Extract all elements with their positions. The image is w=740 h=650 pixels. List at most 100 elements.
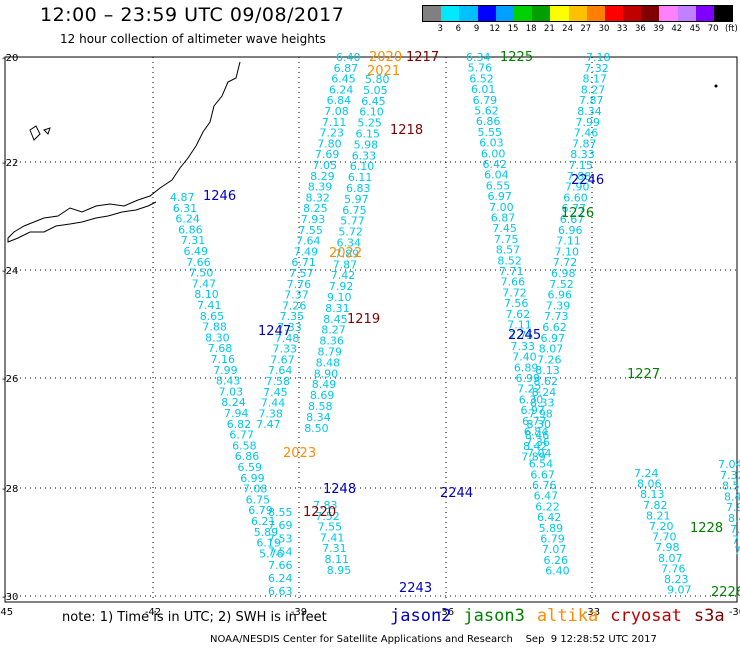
lat-label: -24 (2, 266, 18, 277)
wave-height-value: 8.79 (318, 346, 343, 359)
wave-height-value: 7.45 (263, 386, 288, 399)
wave-height-value: 6.84 (327, 94, 352, 107)
wave-height-value: 7.98 (655, 541, 680, 554)
scale-swatch (441, 6, 460, 21)
wave-height-value: 7.71 (499, 265, 524, 278)
wave-height-value: 8.65 (200, 310, 225, 323)
wave-height-value: 6.15 (356, 128, 381, 141)
wave-height-value: 7.16 (211, 353, 236, 366)
wave-height-value: 6.67 (530, 468, 555, 481)
lat-label: -22 (2, 158, 18, 169)
wave-height-value: 7.88 (730, 523, 740, 536)
wave-height-value: 6.76 (532, 479, 557, 492)
wave-height-value: 8.58 (308, 400, 333, 413)
wave-height-value: 7.32 (584, 62, 609, 75)
wave-height-value: 7.73 (544, 310, 569, 323)
wave-height-value: 7.92 (726, 501, 740, 514)
wave-height-value: 6.42 (537, 511, 562, 524)
wave-height-color-scale: 3 6 9 12 15 18 21 24 27 30 33 36 39 42 45 70 (ft) (422, 5, 738, 36)
wave-height-value: 7.76 (661, 562, 686, 575)
wave-height-value: 6.71 (291, 256, 316, 269)
wave-height-value: 8.32 (305, 191, 330, 204)
island (714, 84, 718, 88)
wave-height-value: 6.77 (562, 202, 587, 215)
wave-height-value: 6.77 (229, 429, 254, 442)
scale-swatch (604, 6, 624, 21)
wave-height-value: 6.97 (541, 332, 566, 345)
wave-height-value: 7.66 (268, 559, 293, 572)
wave-height-value: 8.06 (637, 478, 662, 491)
wave-height-value: 7.50 (189, 267, 214, 280)
wave-height-value: 6.30 (519, 393, 544, 406)
wave-height-value: 6.24 (268, 572, 293, 585)
scale-label: 27 (580, 24, 592, 34)
legend-cryosat: cryosat (610, 606, 682, 626)
scale-label: 45 (689, 24, 701, 34)
coastline (7, 61, 241, 243)
wave-height-value: 7.36 (525, 436, 550, 449)
scale-swatch (477, 6, 496, 21)
wave-height-value: 7.90 (565, 181, 590, 194)
wave-height-value: 7.08 (243, 483, 268, 496)
scale-label: 12 (489, 24, 501, 34)
pass-label: 2246 (571, 173, 604, 188)
wave-height-value: 7.52 (549, 278, 574, 291)
wave-height-value: 7.24 (634, 467, 659, 480)
credit-line: NOAA/NESDIS Center for Satellite Applica… (210, 634, 657, 645)
wave-height-value: 9.10 (327, 291, 352, 304)
lon-label: -36 (438, 607, 454, 618)
wave-height-value: 5.76 (259, 547, 284, 560)
wave-height-value: 6.52 (469, 72, 494, 85)
wave-height-value: 6.75 (342, 204, 367, 217)
wave-height-value: 7.48 (275, 332, 300, 345)
wave-height-value: 6.40 (336, 51, 361, 64)
map-title: 12:00 – 23:59 UTC 09/08/2017 (40, 4, 345, 26)
scale-label: 9 (473, 24, 480, 34)
wave-height-value: 7.87 (333, 258, 358, 271)
wave-height-value: 6.87 (334, 62, 359, 75)
wave-height-value: 7.44 (261, 397, 286, 410)
wave-height-value: 6.97 (487, 190, 512, 203)
wave-height-value: 8.13 (535, 364, 560, 377)
wave-height-value: 8.90 (314, 367, 339, 380)
satellite-legend: jason2 jason3 altika cryosat s3a (390, 606, 737, 626)
wave-height-value: 6.00 (481, 147, 506, 160)
wave-height-value: 6.67 (560, 213, 585, 226)
color-scale-bar (422, 5, 734, 22)
wave-height-value: 6.79 (473, 94, 498, 107)
legend-jason2: jason2 (390, 606, 452, 626)
wave-height-value: 6.26 (544, 554, 569, 567)
wave-height-value: 7.93 (301, 213, 326, 226)
wave-height-value: 7.47 (256, 418, 281, 431)
wave-height-value: 6.03 (479, 137, 504, 150)
wave-height-value: 7.38 (258, 407, 283, 420)
wave-height-value: 6.86 (178, 223, 203, 236)
wave-height-value: 6.83 (346, 182, 371, 195)
wave-height-value: 7.32 (720, 469, 740, 482)
wave-height-value: 7.72 (553, 256, 578, 269)
wave-height-value: 5.77 (340, 215, 365, 228)
wave-height-value: 7.64 (268, 364, 293, 377)
wave-height-value: 6.40 (545, 565, 570, 578)
wave-height-value: 5.76 (468, 62, 493, 75)
wave-height-value: 7.81 (732, 534, 740, 547)
wave-height-value: 8.07 (658, 552, 683, 565)
wave-height-value: 8.55 (268, 506, 293, 519)
wave-height-value: 8.62 (534, 375, 559, 388)
wave-height-value: 7.62 (506, 308, 530, 321)
pass-label: 1217 (406, 50, 439, 65)
scale-swatch (423, 6, 442, 21)
wave-height-value: 5.98 (354, 138, 379, 151)
wave-height-value: 7.52 (315, 510, 340, 523)
wave-height-value: 8.49 (312, 378, 337, 391)
wave-height-value: 7.75 (509, 329, 534, 342)
wave-height-value: 4.87 (170, 191, 195, 204)
pass-label: 1218 (390, 123, 423, 138)
wave-height-value: 7.33 (734, 544, 740, 557)
wave-height-value: 6.34 (337, 237, 362, 250)
wave-height-value: 6.97 (520, 404, 545, 417)
wave-height-value: 8.39 (308, 181, 333, 194)
note-text: note: 1) Time is in UTC; 2) SWH is in fe… (62, 610, 327, 625)
scale-label: 21 (543, 24, 555, 34)
wave-height-value: 7.55 (298, 224, 323, 237)
